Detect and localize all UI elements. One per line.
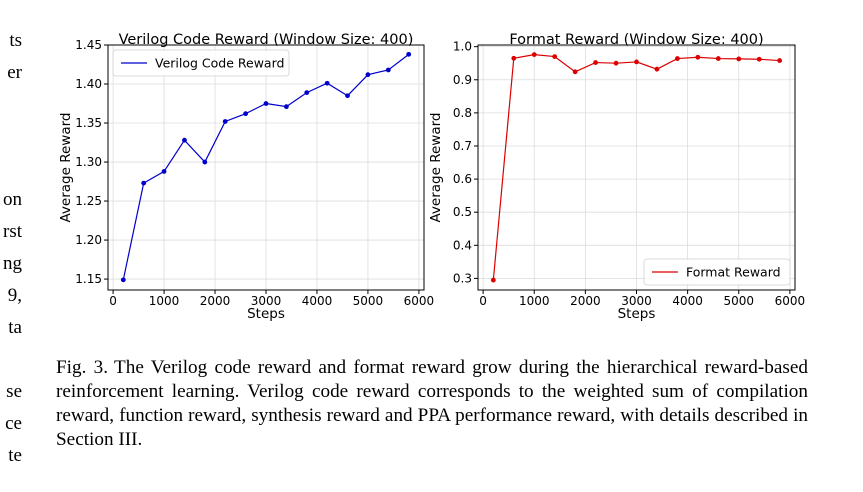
y-tick-label: 0.3 xyxy=(453,271,472,285)
y-tick-label: 1.15 xyxy=(75,272,102,286)
data-point xyxy=(385,67,391,73)
left-edge-text-fragments: ts er on rst ng 9, ta se ce te xyxy=(0,0,22,492)
y-tick-label: 0.7 xyxy=(453,139,472,153)
chart-title: Verilog Code Reward (Window Size: 400) xyxy=(119,32,414,48)
data-point xyxy=(552,54,558,59)
data-point xyxy=(695,54,701,60)
x-tick-label: 1000 xyxy=(149,294,180,308)
legend-box xyxy=(112,49,290,77)
data-point xyxy=(634,59,639,65)
data-point xyxy=(141,180,147,186)
x-axis-label: Steps xyxy=(618,306,656,322)
x-tick-label: 0 xyxy=(109,294,117,308)
x-tick-label: 5000 xyxy=(353,294,384,308)
figure-caption: Fig. 3. The Verilog code reward and forma… xyxy=(56,356,808,452)
data-point xyxy=(777,58,783,63)
x-tick-label: 3000 xyxy=(621,294,652,308)
x-tick-label: 1000 xyxy=(519,294,550,308)
data-point xyxy=(324,80,330,86)
edge-fragment: ts xyxy=(9,30,22,51)
y-tick-label: 0.8 xyxy=(453,106,472,120)
y-tick-label: 0.5 xyxy=(453,205,472,219)
y-tick-label: 1.20 xyxy=(75,233,102,247)
data-point xyxy=(365,72,371,78)
data-point xyxy=(120,277,126,283)
caption-label: Fig. 3. xyxy=(56,357,109,378)
chart-title: Format Reward (Window Size: 400) xyxy=(509,32,763,48)
y-tick-label: 1.25 xyxy=(75,194,102,208)
edge-fragment: se xyxy=(6,381,22,402)
data-point xyxy=(304,90,310,95)
data-point xyxy=(736,56,742,62)
data-point xyxy=(511,55,517,61)
data-point xyxy=(715,56,721,61)
edge-fragment: te xyxy=(8,445,22,466)
data-point xyxy=(202,159,208,165)
data-point xyxy=(263,101,269,106)
figure-3: 0 1000 2000 3000 4000 5000 6000 1.15 1.20 1.25 1.3… xyxy=(58,32,805,322)
x-tick-label: 2000 xyxy=(570,294,601,308)
y-tick-label: 1.35 xyxy=(75,116,102,130)
edge-fragment: er xyxy=(7,62,22,83)
edge-fragment: rst xyxy=(3,221,22,242)
data-point xyxy=(182,137,187,143)
caption-text: The Verilog code reward and format rewar… xyxy=(56,357,808,450)
y-tick-label: 0.6 xyxy=(453,172,472,186)
edge-fragment: ng xyxy=(3,253,22,274)
data-point xyxy=(161,169,167,174)
y-tick-label: 0.9 xyxy=(453,73,472,87)
x-axis-label: Steps xyxy=(247,306,285,322)
y-tick-label: 0.4 xyxy=(453,238,472,252)
data-point xyxy=(345,93,350,99)
data-point xyxy=(654,66,660,72)
data-point xyxy=(572,69,578,75)
data-point xyxy=(243,111,249,117)
y-tick-label: 1.45 xyxy=(75,38,102,52)
data-point xyxy=(490,277,496,283)
edge-fragment: ce xyxy=(5,413,22,434)
x-tick-label: 6000 xyxy=(404,294,435,308)
chart-format: 0 1000 2000 3000 4000 5000 6000 0.3 0.4 0.5 0.6 0.7… xyxy=(428,32,805,322)
edge-fragment: 9, xyxy=(7,285,22,306)
y-tick-label: 1.30 xyxy=(75,155,102,169)
y-axis-label: Average Reward xyxy=(58,112,74,222)
data-point xyxy=(756,56,762,62)
x-tick-label: 3000 xyxy=(251,294,282,308)
y-axis-label: Average Reward xyxy=(428,112,444,222)
x-tick-label: 5000 xyxy=(723,294,754,308)
data-point xyxy=(593,60,598,65)
y-tick-label: 1.0 xyxy=(453,40,472,54)
data-point xyxy=(283,104,289,110)
x-tick-label: 4000 xyxy=(672,294,703,308)
data-point xyxy=(613,60,619,66)
chart-verilog: 0 1000 2000 3000 4000 5000 6000 1.15 1.20 1.25 1.3… xyxy=(58,32,434,322)
legend-label: Format Reward xyxy=(686,265,781,280)
x-tick-label: 4000 xyxy=(302,294,333,308)
data-point xyxy=(222,119,228,124)
legend-box xyxy=(643,258,791,286)
edge-fragment: on xyxy=(3,189,22,210)
edge-fragment: ta xyxy=(8,317,22,338)
data-point xyxy=(531,52,537,58)
legend-label: Verilog Code Reward xyxy=(155,56,284,71)
data-point xyxy=(406,51,412,57)
y-tick-label: 1.40 xyxy=(75,77,102,91)
x-tick-label: 0 xyxy=(479,294,487,308)
data-point xyxy=(675,56,680,61)
x-tick-label: 6000 xyxy=(775,294,806,308)
x-tick-label: 2000 xyxy=(200,294,231,308)
